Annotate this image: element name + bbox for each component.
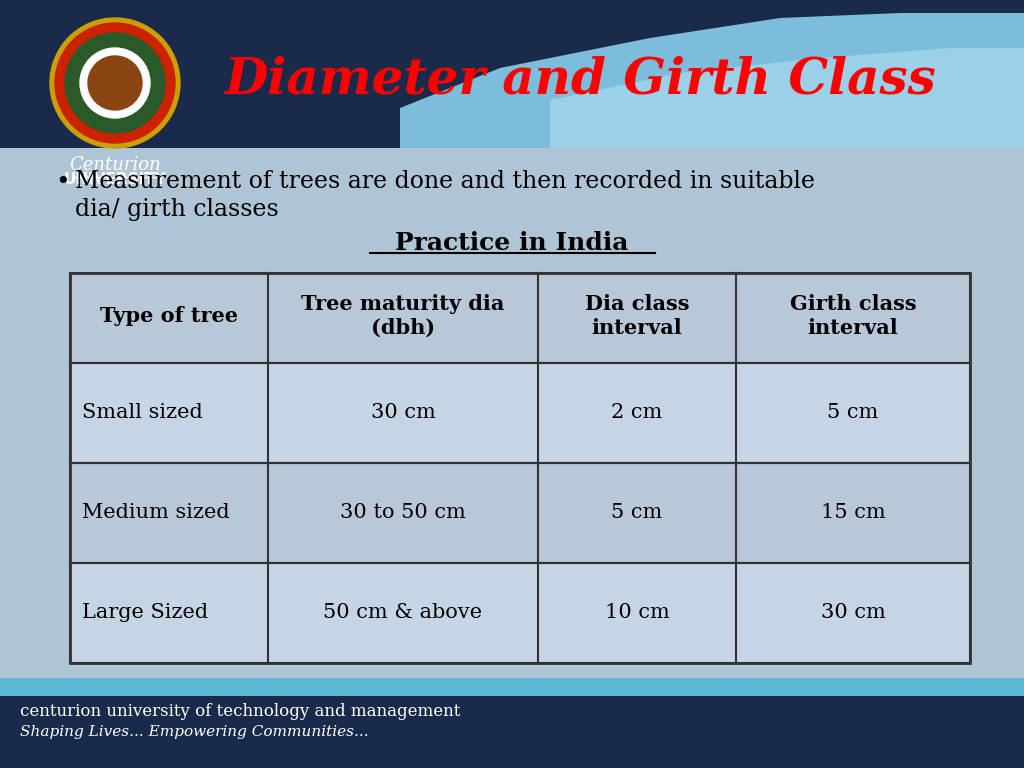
Circle shape <box>88 56 142 110</box>
FancyBboxPatch shape <box>70 273 970 363</box>
Text: 5 cm: 5 cm <box>827 403 879 422</box>
Circle shape <box>80 48 150 118</box>
FancyBboxPatch shape <box>70 463 970 563</box>
Text: Large Sized: Large Sized <box>82 604 208 623</box>
Polygon shape <box>550 48 1024 148</box>
Text: 2 cm: 2 cm <box>611 403 663 422</box>
Text: dia/ girth classes: dia/ girth classes <box>75 198 279 221</box>
Text: Medium sized: Medium sized <box>82 504 229 522</box>
Text: 10 cm: 10 cm <box>604 604 670 623</box>
Circle shape <box>55 23 175 143</box>
Text: Tree maturity dia: Tree maturity dia <box>301 294 505 314</box>
Text: 50 cm & above: 50 cm & above <box>324 604 482 623</box>
FancyBboxPatch shape <box>70 563 970 663</box>
Text: (dbh): (dbh) <box>371 318 435 338</box>
Text: Practice in India: Practice in India <box>395 231 629 255</box>
Text: Small sized: Small sized <box>82 403 203 422</box>
Text: Measurement of trees are done and then recorded in suitable: Measurement of trees are done and then r… <box>75 170 815 193</box>
Text: centurion university of technology and management: centurion university of technology and m… <box>20 703 461 720</box>
Text: 30 to 50 cm: 30 to 50 cm <box>340 504 466 522</box>
Circle shape <box>65 33 165 133</box>
Text: 15 cm: 15 cm <box>820 504 886 522</box>
Text: Type of tree: Type of tree <box>100 306 238 326</box>
Text: Dia class: Dia class <box>585 294 689 314</box>
Circle shape <box>50 18 180 148</box>
Text: •: • <box>55 170 70 194</box>
Polygon shape <box>400 13 1024 148</box>
Text: Diameter and Girth Class: Diameter and Girth Class <box>224 55 936 104</box>
Text: 5 cm: 5 cm <box>611 504 663 522</box>
Text: interval: interval <box>592 318 682 338</box>
Text: 30 cm: 30 cm <box>371 403 435 422</box>
FancyBboxPatch shape <box>0 678 1024 696</box>
Text: UNIVERSITY: UNIVERSITY <box>63 172 167 187</box>
FancyBboxPatch shape <box>70 363 970 463</box>
Text: Girth class: Girth class <box>790 294 916 314</box>
FancyBboxPatch shape <box>0 0 1024 148</box>
Text: Shaping Lives... Empowering Communities...: Shaping Lives... Empowering Communities.… <box>20 725 369 739</box>
FancyBboxPatch shape <box>0 693 1024 768</box>
Text: Centurion: Centurion <box>70 156 161 174</box>
Text: interval: interval <box>808 318 898 338</box>
FancyBboxPatch shape <box>0 145 1024 680</box>
Text: 30 cm: 30 cm <box>820 604 886 623</box>
